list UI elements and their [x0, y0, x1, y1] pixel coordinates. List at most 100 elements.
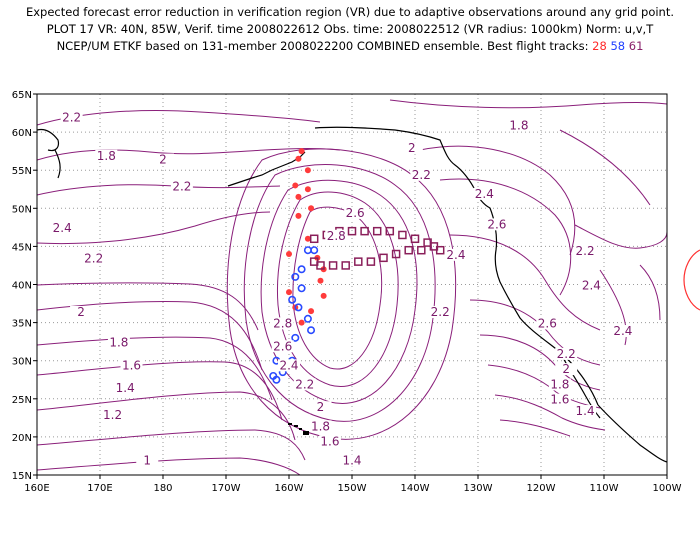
contour-label: 2.2 [295, 377, 314, 391]
y-tick-label: 25N [12, 395, 32, 406]
contour-line [389, 99, 667, 109]
track-61-point [328, 261, 338, 270]
hawaii-islands [288, 423, 309, 435]
contour-label: 2.2 [576, 244, 595, 258]
contour-line [439, 178, 572, 296]
contour-label-bg [574, 405, 597, 418]
x-tick-label: 160E [24, 483, 49, 494]
coastline [37, 126, 667, 463]
contour-label-bg [70, 305, 93, 318]
track-58-point [297, 265, 306, 274]
header-line-2: PLOT 17 VR: 40N, 85W, Verif. time 200802… [46, 22, 654, 36]
contour-label-bg [95, 149, 118, 162]
contour-label-bg [444, 248, 467, 261]
track-58-point [307, 326, 316, 335]
track-label-58: 58 [610, 39, 626, 53]
track-28-point [298, 148, 305, 155]
track-58-point [288, 295, 297, 304]
y-tick-label: 50N [12, 204, 32, 215]
contour-label: 1.8 [97, 149, 116, 163]
y-tick-label: 15N [12, 471, 32, 482]
contour-label-bg [101, 408, 124, 421]
contour-line [494, 394, 606, 431]
contour-label: 1.4 [576, 404, 595, 418]
contour-label: 1.4 [116, 381, 135, 395]
contour-label: 2 [408, 141, 416, 155]
track-markers [269, 148, 445, 384]
contour-label-bg [400, 142, 423, 155]
contour-label-bg [136, 454, 159, 467]
contour-label: 2.2 [62, 111, 81, 125]
track-label-61: 61 [628, 39, 644, 53]
track-28-point [286, 289, 292, 296]
contour-line [37, 457, 301, 475]
track-58-point [294, 303, 303, 312]
x-tick-label: 100W [653, 483, 682, 494]
contour-label: 1.2 [103, 408, 122, 422]
contour-line [243, 164, 436, 422]
y-tick-label: 30N [12, 357, 32, 368]
contour-line [37, 336, 273, 401]
track-28-point [304, 167, 311, 174]
verification-region-circle [683, 249, 700, 311]
track-28-point [298, 319, 305, 326]
contour-lines [37, 99, 667, 475]
contour-label: 1.6 [122, 358, 141, 372]
y-tick-label: 45N [12, 242, 32, 253]
contour-label: 2.2 [412, 168, 431, 182]
header-line-1: Expected forecast error reduction in ver… [25, 5, 675, 19]
track-61-point [410, 234, 420, 244]
track-61-point [435, 245, 445, 255]
contour-label-bg [293, 378, 316, 391]
contour-line [487, 364, 601, 409]
contour-label-bg [271, 340, 294, 353]
contour-line [226, 148, 457, 440]
track-58-point [272, 375, 281, 384]
map-header: Expected forecast error reduction in ver… [0, 4, 700, 55]
contour-line [37, 429, 306, 461]
x-tick-label: 160W [275, 483, 304, 494]
contour-label-bg [107, 336, 130, 349]
track-28-point [317, 277, 324, 284]
contour-line [469, 299, 601, 366]
contour-line [599, 269, 627, 346]
contour-label-bg [170, 180, 193, 193]
contour-label: 2 [317, 400, 325, 414]
track-61-point [354, 257, 363, 266]
contour-label: 1 [143, 454, 151, 468]
y-tick-label: 60N [12, 128, 32, 139]
contour-label-bg [271, 317, 294, 330]
contour-line [37, 391, 296, 441]
contour-label-bg [485, 218, 508, 231]
contour-label: 2 [159, 153, 167, 167]
contour-label: 2.2 [172, 179, 191, 193]
coastline-mexico [597, 404, 667, 463]
contour-label-bg [82, 252, 105, 265]
contour-label-bg [309, 420, 332, 433]
track-61-point [309, 234, 319, 244]
track-61-point [347, 226, 357, 236]
contour-line [37, 361, 283, 421]
contour-label: 2.2 [431, 305, 450, 319]
contour-label-bg [574, 245, 597, 258]
contour-label-bg [152, 153, 174, 166]
contour-label: 1.4 [342, 454, 361, 468]
track-61-point [385, 226, 395, 236]
contour-label: 2.8 [327, 229, 346, 243]
coastline-kamchatka [54, 149, 61, 179]
x-tick-label: 110W [590, 483, 619, 494]
contour-label-bg [344, 206, 367, 219]
contour-label-bg [548, 378, 571, 391]
contour-label: 2.2 [84, 252, 103, 266]
contour-line [37, 301, 263, 371]
contour-label-bg [309, 401, 332, 414]
contour-label: 2.6 [346, 206, 365, 220]
contour-label-bg [114, 382, 137, 395]
contour-label: 1.8 [550, 377, 569, 391]
track-61-point [379, 253, 388, 263]
contour-label: 1.8 [509, 118, 528, 132]
x-tick-label: 120W [527, 483, 556, 494]
contour-line [276, 191, 399, 387]
contour-label: 2 [77, 305, 85, 319]
